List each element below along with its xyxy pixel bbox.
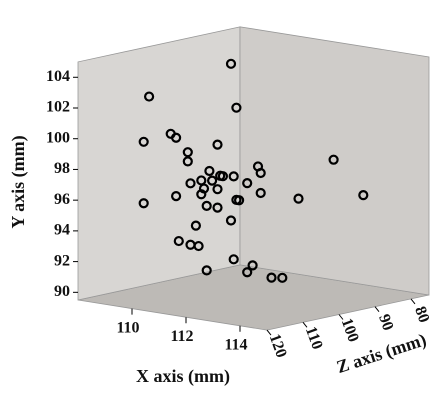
x-tick-label: 112 <box>170 328 193 345</box>
z-tick <box>374 306 380 313</box>
point <box>185 178 196 189</box>
point <box>212 139 223 150</box>
back-wall <box>239 26 430 296</box>
point <box>204 165 215 177</box>
point <box>138 198 149 209</box>
point <box>201 200 212 211</box>
point <box>173 235 184 247</box>
point <box>255 187 266 199</box>
point <box>182 156 193 167</box>
point <box>242 267 253 278</box>
point <box>196 189 207 200</box>
point <box>293 193 304 204</box>
z-tick <box>302 321 308 328</box>
x-tick-label: 110 <box>116 319 139 336</box>
y-tick-label: 98 <box>54 160 70 177</box>
point <box>225 215 237 226</box>
point <box>266 272 277 283</box>
z-tick-label: 90 <box>375 312 396 333</box>
z-tick-label: 100 <box>338 316 362 344</box>
left-wall <box>77 26 241 301</box>
point <box>242 178 253 189</box>
point <box>171 191 182 202</box>
point <box>247 260 258 271</box>
y-tick-label: 94 <box>54 222 70 239</box>
point <box>358 190 369 201</box>
point <box>231 194 242 205</box>
y-tick-label: 96 <box>54 191 70 208</box>
point <box>212 184 223 195</box>
point <box>277 272 288 283</box>
point <box>207 175 218 186</box>
point <box>190 220 201 231</box>
y-tick-label: 92 <box>54 252 70 269</box>
point <box>138 136 149 147</box>
point <box>193 240 204 252</box>
plot-box <box>77 26 430 331</box>
y-tick-label: 90 <box>54 283 70 300</box>
y-axis-title: Y axis (mm) <box>8 135 29 228</box>
point <box>144 91 155 102</box>
z-tick <box>410 298 416 305</box>
y-tick-label: 100 <box>46 129 70 146</box>
point <box>225 58 237 69</box>
point <box>182 147 193 158</box>
z-tick-label: 80 <box>411 304 432 325</box>
z-tick <box>338 314 344 320</box>
x-tick-label: 114 <box>224 336 247 353</box>
z-tick <box>266 329 272 336</box>
point <box>201 265 212 276</box>
point <box>212 202 223 213</box>
y-tick-label: 104 <box>46 68 70 85</box>
point <box>217 171 228 182</box>
y-tick-label: 102 <box>46 99 70 116</box>
x-axis-title: X axis (mm) <box>136 366 230 387</box>
point <box>171 132 182 143</box>
point <box>328 154 339 165</box>
point <box>255 167 266 179</box>
point <box>228 171 239 182</box>
point <box>231 102 242 113</box>
z-tick-label: 120 <box>266 332 290 360</box>
point <box>228 254 239 265</box>
z-tick-label: 110 <box>302 324 326 352</box>
